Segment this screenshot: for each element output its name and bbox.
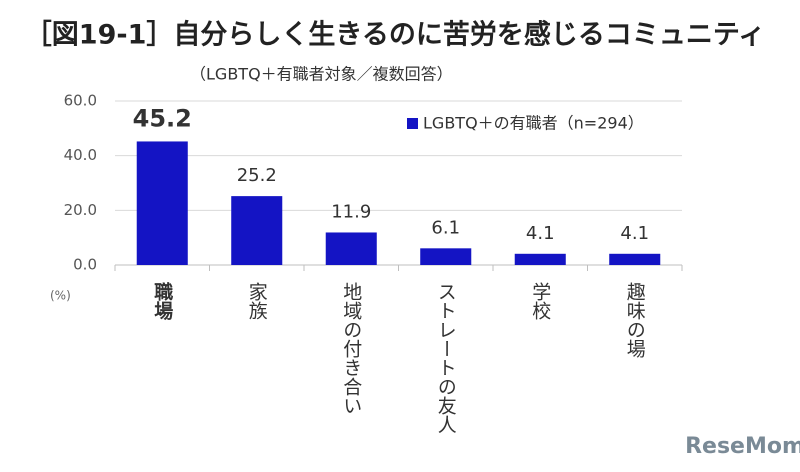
x-tick-label: ストレートの友人 [435,282,457,434]
legend-swatch [407,118,418,129]
bar [609,253,661,265]
x-tick-label: 地域の付き合い [340,282,362,415]
watermark: ReseMom [685,434,800,459]
x-tick-label: 職場 [151,281,173,321]
x-tick-label: 学校 [529,282,551,320]
data-label: 45.2 [133,104,192,132]
bar [136,141,188,265]
data-label: 25.2 [237,165,277,186]
legend-label: LGBTQ＋の有職者（n=294） [423,114,644,133]
y-tick-label: 60.0 [64,92,97,110]
y-unit: (%) [50,289,71,303]
bar [420,248,472,265]
bar [514,253,566,265]
chart-subtitle: （LGBTQ＋有職者対象／複数回答） [190,65,453,84]
bar [325,232,377,265]
x-tick-label: 家族 [246,282,268,320]
y-tick-label: 0.0 [73,256,97,274]
x-tick-label: 趣味の場 [624,282,646,359]
data-label: 4.1 [620,223,649,244]
data-label: 4.1 [526,223,555,244]
data-label: 11.9 [331,201,371,222]
chart-title: ［図19-1］自分らしく生きるのに苦労を感じるコミュニティ [25,19,765,51]
data-label: 6.1 [431,217,460,238]
y-tick-label: 20.0 [64,201,97,219]
bar [231,196,283,265]
y-tick-label: 40.0 [64,146,97,164]
